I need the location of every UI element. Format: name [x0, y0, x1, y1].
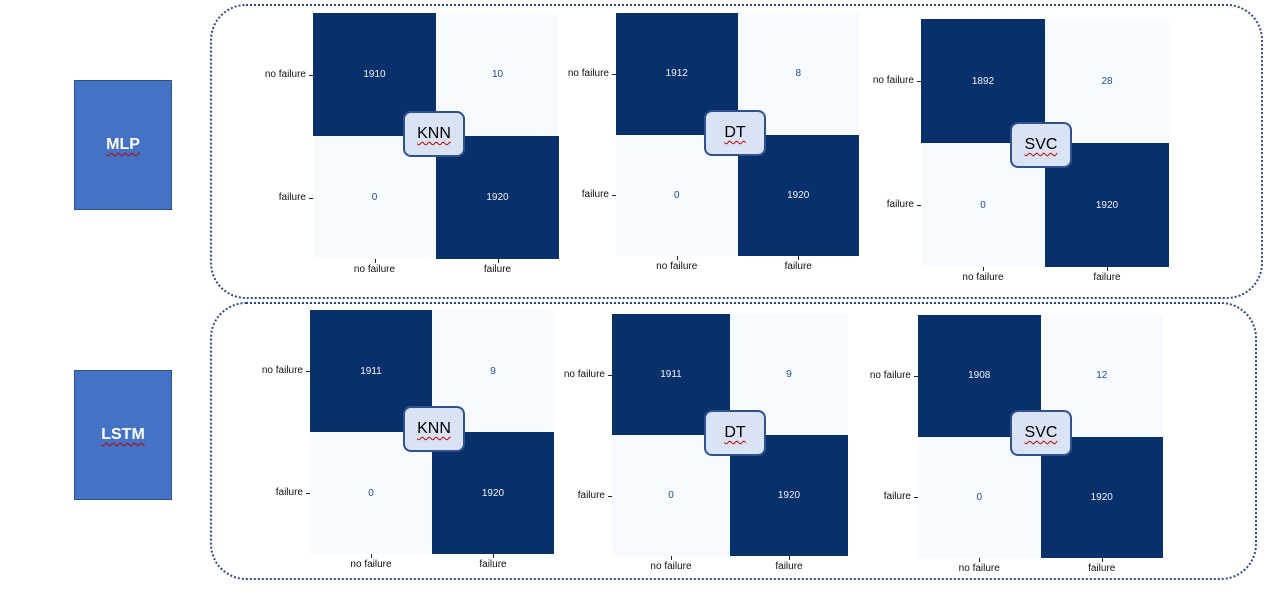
y-tick-label: failure [275, 487, 303, 498]
x-tick-mark [798, 256, 800, 260]
matrix-cell-r1-c0: 0 [918, 436, 1041, 558]
algorithm-label: KNN [417, 420, 451, 437]
x-tick-mark [497, 259, 499, 263]
algorithm-badge-lstm-dt: DT [704, 410, 766, 456]
x-tick-label: no failure [958, 563, 1000, 574]
lstm-group-frame [210, 302, 1257, 580]
y-tick-mark [917, 81, 921, 82]
y-tick-mark [306, 371, 310, 372]
x-tick-label: failure [1088, 563, 1116, 574]
y-tick-label: no failure [869, 369, 911, 381]
y-tick-label: failure [278, 191, 306, 203]
x-tick-mark [676, 256, 678, 260]
x-tick-label: failure [784, 261, 812, 272]
x-tick-mark [979, 558, 981, 562]
algorithm-badge-mlp-knn: KNN [403, 111, 465, 157]
algorithm-label: DT [724, 124, 746, 141]
y-tick-label: no failure [563, 368, 605, 380]
x-tick-label: failure [479, 559, 507, 570]
x-tick-label: failure [775, 561, 803, 572]
x-tick-mark [1101, 558, 1103, 562]
model-box-mlp: MLP [74, 80, 172, 210]
algorithm-label: SVC [1024, 136, 1058, 153]
x-tick-mark [983, 267, 984, 271]
x-tick-label: no failure [962, 272, 1004, 283]
y-tick-mark [306, 493, 310, 494]
x-tick-mark [493, 554, 494, 558]
y-tick-label: failure [581, 189, 609, 201]
y-tick-mark [612, 195, 616, 197]
x-tick-label: no failure [650, 561, 692, 572]
algorithm-label: SVC [1024, 424, 1058, 441]
x-tick-mark [789, 556, 790, 560]
x-tick-label: no failure [350, 559, 392, 570]
y-tick-label: no failure [264, 68, 306, 80]
x-tick-mark [1107, 267, 1108, 271]
matrix-cell-r1-c1: 1920 [1040, 436, 1163, 558]
algorithm-badge-lstm-svc: SVC [1010, 410, 1072, 456]
confusion-matrix-lstm-dt: 1911 9 0 1920 no failure failure no failure fai… [564, 314, 848, 572]
y-tick-mark [608, 374, 612, 376]
y-tick-label: failure [577, 489, 605, 501]
y-tick-label: no failure [567, 67, 609, 79]
y-tick-mark [914, 497, 918, 499]
matrix-cell-r1-c0: 0 [310, 432, 432, 554]
y-tick-mark [309, 197, 313, 199]
y-tick-label: failure [883, 491, 911, 503]
x-tick-label: no failure [353, 264, 396, 275]
model-label-lstm: LSTM [101, 426, 145, 443]
y-tick-mark [917, 205, 921, 206]
algorithm-badge-lstm-knn: KNN [403, 406, 465, 452]
algorithm-label: KNN [417, 125, 451, 142]
y-tick-mark [914, 375, 918, 377]
mlp-group-frame [210, 4, 1263, 299]
y-tick-label: no failure [872, 75, 914, 86]
x-tick-label: failure [483, 264, 512, 275]
y-tick-mark [608, 495, 612, 497]
x-tick-mark [371, 554, 372, 558]
y-tick-label: failure [886, 199, 914, 210]
model-label-mlp: MLP [106, 136, 140, 153]
y-tick-mark [309, 74, 313, 76]
algorithm-badge-mlp-svc: SVC [1010, 122, 1072, 168]
algorithm-badge-mlp-dt: DT [704, 110, 766, 156]
x-tick-label: failure [1093, 272, 1121, 283]
matrix-cell-r1-c1: 1920 [432, 432, 554, 554]
y-tick-label: no failure [261, 365, 303, 376]
x-tick-mark [671, 556, 672, 560]
algorithm-label: DT [724, 424, 746, 441]
model-box-lstm: LSTM [74, 370, 172, 500]
x-tick-mark [374, 259, 376, 263]
y-tick-mark [612, 73, 616, 75]
x-tick-label: no failure [656, 261, 698, 272]
